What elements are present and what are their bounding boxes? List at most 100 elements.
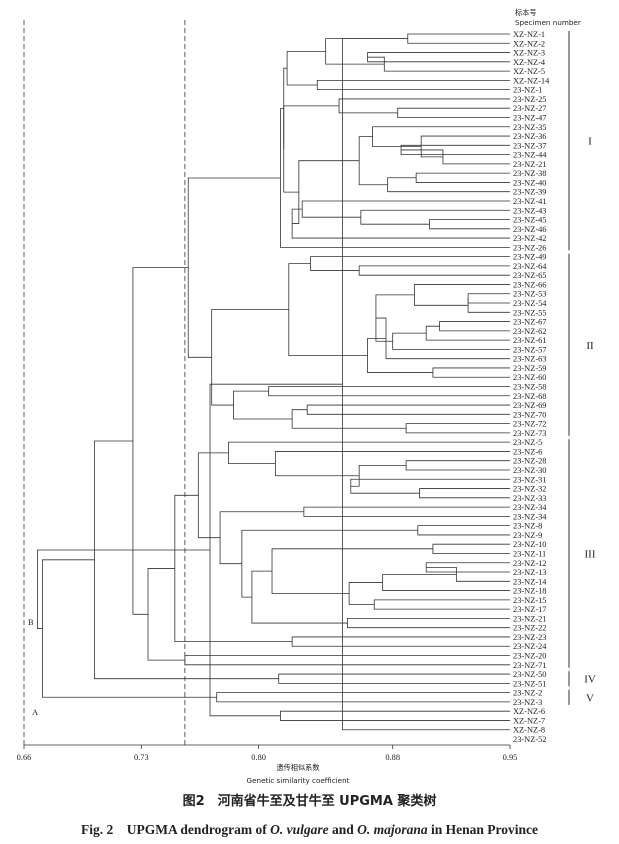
dendrogram-branch bbox=[405, 423, 510, 434]
group-label: II bbox=[586, 340, 594, 352]
dendrogram-branch bbox=[251, 570, 348, 624]
dendrogram-branch bbox=[417, 525, 510, 536]
leaf-label: XZ-NZ-2 bbox=[513, 39, 545, 48]
leaf-label: 23-NZ-10 bbox=[513, 540, 547, 549]
leaf-label: 23-NZ-18 bbox=[513, 587, 547, 596]
dendrogram-branch bbox=[316, 79, 510, 91]
group-label: IV bbox=[584, 674, 596, 686]
dendrogram-branch bbox=[291, 208, 510, 239]
leaf-label: 23-NZ-60 bbox=[513, 373, 547, 382]
group-label: V bbox=[586, 692, 594, 704]
leaf-label: 23-NZ-42 bbox=[513, 234, 547, 243]
dendrogram-branch bbox=[367, 337, 433, 373]
dendrogram-branch bbox=[372, 126, 510, 147]
dendrogram-branch bbox=[415, 172, 510, 183]
leaf-label: 23-NZ-25 bbox=[513, 95, 547, 104]
leaf-label: 23-NZ-13 bbox=[513, 568, 547, 577]
leaf-label: 23-NZ-52 bbox=[513, 735, 547, 744]
label-header-en: Specimen number bbox=[515, 18, 581, 27]
dendrogram-branch bbox=[347, 618, 510, 629]
x-tick-label: 0.66 bbox=[17, 753, 32, 762]
leaf-label: 23-NZ-2 bbox=[513, 689, 542, 698]
dendrogram-branch bbox=[407, 33, 510, 44]
dendrogram-branch bbox=[306, 404, 510, 415]
leaf-label: 23-NZ-33 bbox=[513, 494, 547, 503]
dendrogram-branch bbox=[325, 38, 408, 65]
leaf-label: 23-NZ-57 bbox=[513, 345, 547, 354]
leaf-label: XZ-NZ-14 bbox=[513, 76, 550, 85]
leaf-label: 23-NZ-15 bbox=[513, 596, 547, 605]
leaf-label: 23-NZ-5 bbox=[513, 438, 542, 447]
leaf-label: 23-NZ-21 bbox=[513, 614, 547, 623]
leaf-label: 23-NZ-43 bbox=[513, 206, 547, 215]
dendrogram-branch bbox=[338, 98, 510, 114]
leaf-label: 23-NZ-11 bbox=[513, 549, 546, 558]
leaf-label: 23-NZ-72 bbox=[513, 420, 547, 429]
x-tick-label: 0.95 bbox=[503, 753, 518, 762]
leaf-label: 23-NZ-51 bbox=[513, 679, 547, 688]
dendrogram-branch bbox=[184, 655, 510, 666]
dendrogram-branch bbox=[350, 478, 510, 494]
leaf-label: 23-NZ-12 bbox=[513, 559, 547, 568]
dendrogram-branch bbox=[268, 386, 510, 397]
leaf-label: XZ-NZ-8 bbox=[513, 726, 545, 735]
leaf-label: 23-NZ-9 bbox=[513, 531, 542, 540]
leaf-label: 23-NZ-6 bbox=[513, 447, 542, 456]
dendrogram-branch bbox=[278, 673, 510, 684]
leaf-label: 23-NZ-65 bbox=[513, 271, 547, 280]
leaf-label: XZ-NZ-6 bbox=[513, 707, 545, 716]
dendrogram-branch bbox=[288, 263, 368, 356]
leaf-label: 23-NZ-23 bbox=[513, 633, 547, 642]
leaf-label: 23-NZ-22 bbox=[513, 624, 547, 633]
leaf-label: 23-NZ-71 bbox=[513, 661, 547, 670]
group-label: III bbox=[585, 548, 596, 560]
dendrogram-branch bbox=[132, 267, 189, 615]
dendrogram-branch bbox=[93, 440, 279, 680]
dendrogram-branches bbox=[37, 33, 510, 731]
dendrogram-branch bbox=[233, 390, 293, 420]
dendrogram-branch bbox=[342, 38, 510, 731]
cut-label-a: A bbox=[32, 708, 38, 717]
leaf-label: 23-NZ-8 bbox=[513, 522, 542, 531]
leaf-label: XZ-NZ-7 bbox=[513, 716, 545, 725]
leaf-label: 23-NZ-34 bbox=[513, 503, 547, 512]
leaf-label: 23-NZ-35 bbox=[513, 123, 547, 132]
leaf-label: 23-NZ-20 bbox=[513, 652, 547, 661]
caption-species-2: O. majorana bbox=[357, 822, 428, 837]
dendrogram-branch bbox=[432, 367, 510, 378]
leaf-label: 23-NZ-45 bbox=[513, 216, 547, 225]
group-label: I bbox=[588, 136, 592, 148]
dendrogram-branch bbox=[429, 219, 510, 230]
dendrogram-branch bbox=[280, 108, 510, 248]
leaf-label: 23-NZ-44 bbox=[513, 151, 547, 160]
leaf-label: 23-NZ-40 bbox=[513, 178, 547, 187]
leaf-label: 23-NZ-17 bbox=[513, 605, 547, 614]
leaf-label: 23-NZ-68 bbox=[513, 392, 547, 401]
dendrogram-branch bbox=[187, 177, 281, 358]
caption-en-prefix: Fig. 2 UPGMA dendrogram of bbox=[80, 822, 271, 837]
dendrogram-branch bbox=[147, 568, 185, 661]
leaf-label: 23-NZ-36 bbox=[513, 132, 547, 141]
leaf-label: 23-NZ-27 bbox=[513, 104, 547, 113]
leaf-label: 23-NZ-28 bbox=[513, 457, 547, 466]
dendrogram-branch bbox=[303, 506, 510, 517]
dendrogram-branch bbox=[373, 599, 510, 610]
dendrogram-branch bbox=[42, 559, 217, 698]
figure-caption-cn: 图2 河南省牛至及甘牛至 UPGMA 聚类树 bbox=[182, 794, 437, 809]
leaf-label: 23-NZ-53 bbox=[513, 290, 547, 299]
leaf-label: 23-NZ-66 bbox=[513, 280, 547, 289]
caption-species-1: O. vulgare bbox=[270, 822, 329, 837]
dendrogram-branch bbox=[358, 136, 388, 186]
leaf-label: 23-NZ-37 bbox=[513, 141, 547, 150]
leaf-label: 23-NZ-58 bbox=[513, 383, 547, 392]
dendrogram-branch bbox=[283, 67, 288, 150]
dendrogram-branch bbox=[375, 317, 510, 360]
figure-caption-en: Fig. 2 UPGMA dendrogram of O. vulgare an… bbox=[0, 818, 619, 838]
leaf-label: 23-NZ-1 bbox=[513, 86, 542, 95]
dendrogram-branch bbox=[348, 582, 383, 605]
dendrogram-branch bbox=[467, 293, 510, 304]
dendrogram-figure: AB XZ-NZ-1XZ-NZ-2XZ-NZ-3XZ-NZ-4XZ-NZ-5XZ… bbox=[17, 8, 596, 785]
dendrogram-branch bbox=[414, 284, 510, 306]
dendrogram-branch bbox=[358, 265, 510, 276]
caption-en-mid: and bbox=[328, 822, 358, 837]
